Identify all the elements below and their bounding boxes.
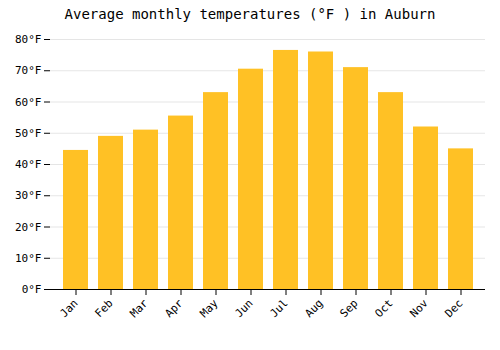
svg-text:50°F: 50°F: [15, 127, 42, 140]
svg-text:Oct: Oct: [372, 297, 395, 320]
svg-text:0°F: 0°F: [22, 283, 42, 296]
svg-text:Apr: Apr: [162, 296, 186, 320]
svg-text:80°F: 80°F: [15, 33, 42, 46]
svg-text:Jan: Jan: [57, 297, 80, 320]
svg-text:Nov: Nov: [407, 296, 431, 320]
html-text:Average monthly temperatures (: Average monthly temperatures (°F ) in Au…: [64, 6, 436, 22]
svg-text:Aug: Aug: [302, 297, 325, 320]
svg-text:Jul: Jul: [267, 297, 290, 320]
svg-text:40°F: 40°F: [15, 158, 42, 171]
svg-text:30°F: 30°F: [15, 189, 42, 202]
svg-text:Mar: Mar: [127, 296, 151, 320]
svg-text:Feb: Feb: [92, 297, 115, 320]
svg-text:10°F: 10°F: [15, 252, 42, 265]
svg-text:Dec: Dec: [442, 297, 465, 320]
svg-text:60°F: 60°F: [15, 96, 42, 109]
svg-text:Jun: Jun: [232, 297, 255, 320]
svg-text:May: May: [197, 296, 221, 320]
svg-text:Sep: Sep: [337, 297, 360, 320]
svg-text:70°F: 70°F: [15, 64, 42, 77]
svg-text:20°F: 20°F: [15, 221, 42, 234]
